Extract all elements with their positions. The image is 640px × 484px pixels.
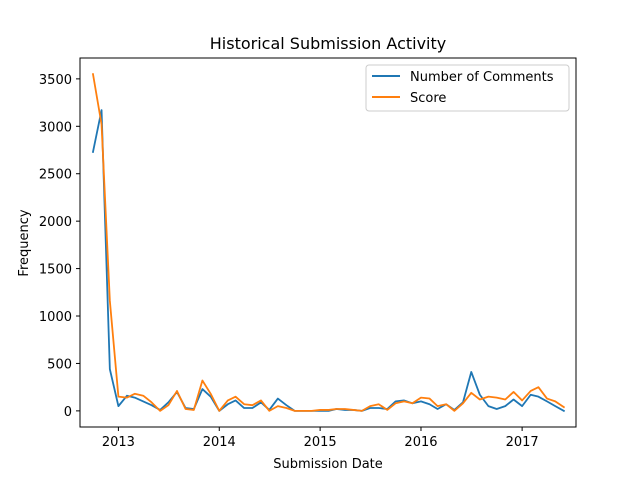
y-tick-label: 0 <box>64 405 72 420</box>
y-axis-label: Frequency <box>17 209 32 276</box>
x-axis-label: Submission Date <box>273 457 383 472</box>
x-tick-label: 2014 <box>203 435 236 450</box>
chart-title: Historical Submission Activity <box>210 34 446 53</box>
legend: Number of Comments Score <box>365 64 570 112</box>
plot-lines <box>91 73 566 413</box>
legend-label-score: Score <box>410 91 446 106</box>
x-axis: 2013 2014 2015 2016 2017 <box>102 427 539 450</box>
y-tick-label: 2500 <box>39 168 72 183</box>
x-tick-label: 2015 <box>304 435 337 450</box>
y-tick-label: 500 <box>47 357 72 372</box>
x-tick-label: 2013 <box>102 435 135 450</box>
legend-box <box>365 64 570 112</box>
y-tick-label: 2000 <box>39 215 72 230</box>
y-axis: 0 500 1000 1500 2000 2500 3000 3500 <box>39 73 80 420</box>
series-line-score <box>91 73 566 412</box>
y-tick-label: 1000 <box>39 310 72 325</box>
y-tick-label: 1500 <box>39 263 72 278</box>
y-tick-label: 3500 <box>39 73 72 88</box>
legend-label-comments: Number of Comments <box>410 70 554 85</box>
x-tick-label: 2016 <box>404 435 437 450</box>
x-tick-label: 2017 <box>506 435 539 450</box>
y-tick-label: 3000 <box>39 120 72 135</box>
plot-frame <box>79 57 577 428</box>
